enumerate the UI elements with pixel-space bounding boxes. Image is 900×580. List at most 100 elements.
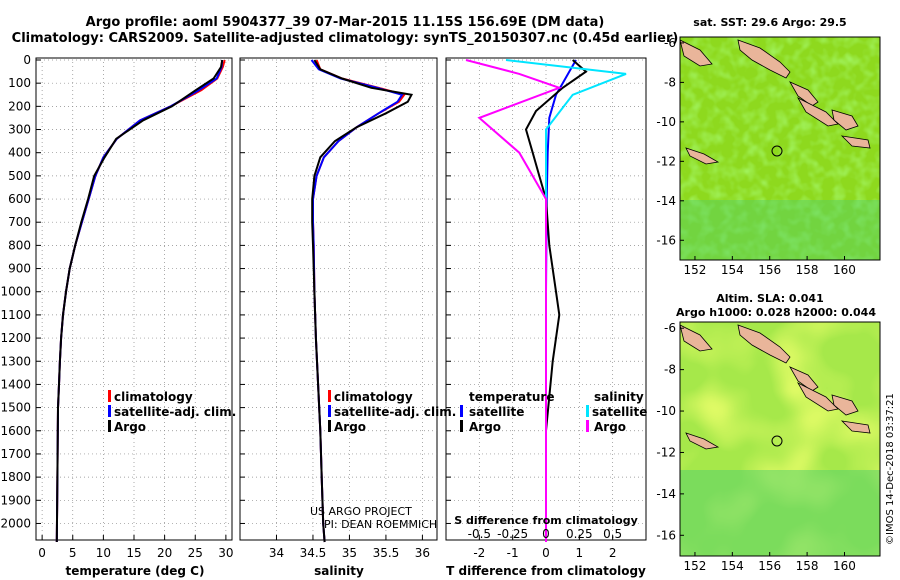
t-difference-label: T difference from climatology xyxy=(446,564,646,578)
lon-tick-label: 158 xyxy=(796,263,819,277)
legend-swatch-s-argo xyxy=(586,420,589,432)
legend-temperature-title: temperature xyxy=(469,390,554,404)
x-tick-label: 0.25 xyxy=(566,527,593,541)
lat-tick-label: -8 xyxy=(664,363,676,377)
lat-tick-label: -12 xyxy=(656,445,676,459)
lat-tick-label: -14 xyxy=(656,487,676,501)
lon-tick-label: 160 xyxy=(833,263,856,277)
lat-tick-label: -10 xyxy=(656,115,676,129)
x-tick-label: 34 xyxy=(269,546,284,560)
sla-argo-heights: Argo h1000: 0.028 h2000: 0.044 xyxy=(676,306,876,319)
sst-map: -6 -8 -10 -12 -14 -16 152 154 156 158 160 xyxy=(656,36,881,277)
depth-tick-label: 900 xyxy=(8,262,31,276)
island-malaita xyxy=(831,394,859,416)
depth-tick-label: 1800 xyxy=(0,470,31,484)
depth-tick-label: 2000 xyxy=(0,516,31,530)
x-tick-label: 5 xyxy=(69,546,77,560)
x-tick-label: 35 xyxy=(342,546,357,560)
legend-t-satellite: satellite xyxy=(469,405,524,419)
lon-tick-label: 156 xyxy=(758,263,781,277)
depth-tick-label: 1200 xyxy=(0,331,31,345)
salinity-panel xyxy=(239,57,438,543)
lat-tick-label: -6 xyxy=(664,321,676,335)
x-tick-label: 0.5 xyxy=(603,527,622,541)
depth-tick-label: 0 xyxy=(23,53,31,67)
depth-tick-label: 800 xyxy=(8,238,31,252)
depth-tick-label: 1900 xyxy=(0,493,31,507)
island-choiseul xyxy=(789,81,819,107)
lon-tick-label: 156 xyxy=(758,559,781,573)
depth-tick-label: 400 xyxy=(8,146,31,160)
x-tick-label: 1 xyxy=(576,546,584,560)
depth-tick-label: 700 xyxy=(8,215,31,229)
island-choiseul xyxy=(789,366,819,392)
lat-tick-label: -14 xyxy=(656,194,676,208)
depth-axis-labels: 0 100 200 300 400 500 600 700 800 900 1000 1100 1200… xyxy=(0,53,31,530)
sst-map-cool-region xyxy=(680,200,880,260)
sla-map-lat-ticks: -6 -8 -10 -12 -14 -16 xyxy=(656,321,684,542)
header-climatology: Climatology: CARS2009. Satellite-adjuste… xyxy=(12,31,679,46)
depth-tick-label: 1400 xyxy=(0,377,31,391)
depth-tick-label: 1600 xyxy=(0,424,31,438)
series-line-s-argo xyxy=(465,59,563,542)
legend-t-argo: Argo xyxy=(469,420,501,434)
x-tick-label: -2 xyxy=(473,546,485,560)
x-tick-label: -1 xyxy=(507,546,519,560)
x-tick-label: 25 xyxy=(188,546,203,560)
island-louisiade xyxy=(685,147,720,165)
x-tick-label: -0.5 xyxy=(468,527,491,541)
imos-credit: ©IMOS 14-Dec-2018 03:37:21 xyxy=(885,393,896,545)
legend-climatology: climatology xyxy=(114,390,193,404)
temperature-x-axis: 0 5 10 15 20 25 30 xyxy=(38,546,233,560)
x-tick-label: 34.5 xyxy=(300,546,327,560)
difference-panel xyxy=(445,57,647,542)
sla-map-islands xyxy=(680,324,871,450)
sst-map-frame xyxy=(679,36,881,261)
lat-tick-label: -16 xyxy=(656,528,676,542)
island-malaita xyxy=(831,109,859,131)
legend-swatch-argo xyxy=(328,420,331,432)
series-line-argo xyxy=(55,59,224,543)
island-bougainville xyxy=(737,324,791,364)
credit-pi: PI: DEAN ROEMMICH xyxy=(324,518,437,531)
difference-legend: temperature satellite Argo salinity sate… xyxy=(460,390,647,434)
argo-float-location xyxy=(771,435,783,447)
legend-swatch-satellite xyxy=(328,405,331,417)
x-tick-label: 0 xyxy=(542,546,550,560)
depth-tick-label: 1300 xyxy=(0,354,31,368)
x-tick-label: 0 xyxy=(38,546,46,560)
island-isabel xyxy=(796,382,839,412)
legend-swatch-t-satellite xyxy=(460,405,463,417)
sla-map-title: Altim. SLA: 0.041 xyxy=(716,292,823,305)
sla-map-low-region xyxy=(680,470,880,556)
x-tick-label: 20 xyxy=(157,546,172,560)
legend-swatch-s-satellite xyxy=(586,405,589,417)
x-tick-label: 30 xyxy=(218,546,233,560)
legend-salinity-title: salinity xyxy=(594,390,644,404)
credit-project: US ARGO PROJECT xyxy=(310,505,412,518)
legend-climatology: climatology xyxy=(334,390,413,404)
lat-tick-label: -12 xyxy=(656,154,676,168)
lat-tick-label: -16 xyxy=(656,233,676,247)
x-tick-label: 10 xyxy=(96,546,111,560)
depth-tick-label: 1700 xyxy=(0,447,31,461)
lon-tick-label: 154 xyxy=(721,263,744,277)
lon-tick-label: 154 xyxy=(721,559,744,573)
legend-swatch-climatology xyxy=(328,390,331,402)
legend-argo: Argo xyxy=(334,420,366,434)
panel-frame xyxy=(239,57,438,541)
sla-map-lon-ticks: 152 154 156 158 160 xyxy=(684,552,856,573)
island-isabel xyxy=(796,97,839,127)
legend-swatch-argo xyxy=(108,420,111,432)
depth-tick-label: 300 xyxy=(8,123,31,137)
depth-tick-label: 500 xyxy=(8,169,31,183)
legend-satellite: satellite-adj. clim. xyxy=(114,405,236,419)
s-difference-label: S difference from climatology xyxy=(454,514,638,527)
legend-s-argo: Argo xyxy=(594,420,626,434)
x-tick-label: 0 xyxy=(542,527,550,541)
lon-tick-label: 152 xyxy=(684,263,707,277)
lon-tick-label: 152 xyxy=(684,559,707,573)
sla-map-frame xyxy=(679,321,881,557)
temperature-xlabel: temperature (deg C) xyxy=(66,564,205,578)
header-title: Argo profile: aoml 5904377_39 07-Mar-201… xyxy=(86,15,605,30)
